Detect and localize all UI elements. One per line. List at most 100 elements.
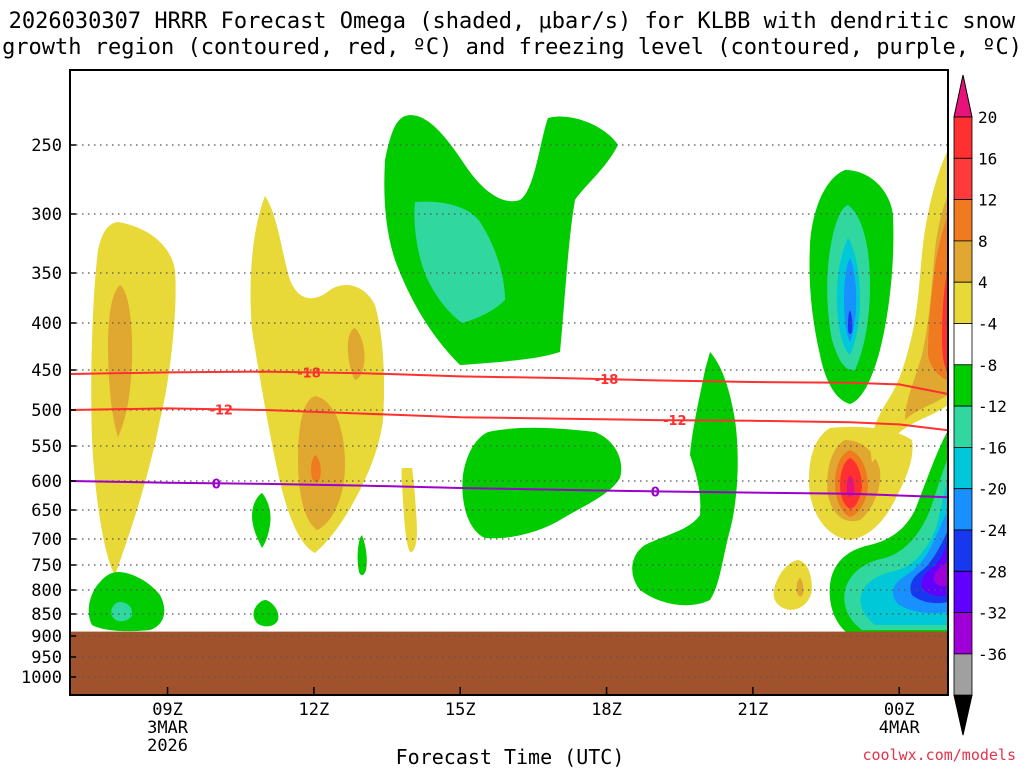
colorbar-level-0: 20 <box>978 108 997 127</box>
colorbar-level-10: -24 <box>978 521 1007 540</box>
colorbar-swatch-11 <box>953 570 973 613</box>
grid-lines <box>70 144 948 678</box>
ground-surface <box>70 631 948 695</box>
y-tick-label-750: 750 <box>31 556 62 576</box>
x-tick-sublabel-5: 4MAR <box>879 718 921 738</box>
colorbar-swatch-12 <box>953 612 973 655</box>
omega-blob-yellow-m <box>773 560 812 610</box>
colorbar-swatch-4 <box>953 281 973 324</box>
y-tick-label-650: 650 <box>31 501 62 521</box>
colorbar-swatch-6 <box>953 364 973 407</box>
y-tick-label-300: 300 <box>31 205 62 225</box>
colorbar-swatch-2 <box>953 199 973 242</box>
y-tick-label-700: 700 <box>31 530 62 550</box>
x-tick-sublabel2-0: 2026 <box>147 736 188 756</box>
contour-label-freezing-level-0: 0 <box>212 477 221 492</box>
omega-blob-pink-h <box>846 475 855 497</box>
x-tick-label-5: 00Z <box>884 700 915 720</box>
y-tick-label-600: 600 <box>31 472 62 492</box>
colorbar-swatch-10 <box>953 529 973 572</box>
plot-frame <box>69 69 949 696</box>
contour-label-dgz-top-1: -18 <box>595 373 619 388</box>
colorbar-level-9: -20 <box>978 480 1007 499</box>
y-tick-label-450: 450 <box>31 361 62 381</box>
colorbar-swatch-9 <box>953 488 973 531</box>
y-tick-label-250: 250 <box>31 136 62 156</box>
contour-label-dgz-mid-0: -12 <box>209 403 233 418</box>
colorbar-level-2: 12 <box>978 191 997 210</box>
colorbar-swatch-7 <box>953 405 973 448</box>
x-tick-label-0: 09Z <box>152 700 183 720</box>
credit-text: coolwx.com/models <box>862 746 1016 764</box>
omega-blob-red-k <box>942 268 948 372</box>
ground-layer <box>70 631 948 695</box>
colorbar-level-5: -4 <box>978 315 997 334</box>
colorbar-swatch-8 <box>953 446 973 490</box>
x-tick-label-4: 21Z <box>738 700 769 720</box>
colorbar-level-12: -32 <box>978 604 1007 623</box>
contour-label-dgz-top-0: -18 <box>297 366 321 381</box>
omega-blob-green-f <box>632 352 738 606</box>
omega-blob-green-o <box>253 600 279 627</box>
y-axis: 2503003504004505005506006507007508008509… <box>21 136 76 688</box>
contour-freezing-level <box>69 480 949 499</box>
colorbar-level-8: -16 <box>978 438 1007 457</box>
colorbar-swatch-1 <box>953 157 973 201</box>
colorbar-top-arrow <box>953 74 973 118</box>
colorbar-swatch-5 <box>953 323 973 366</box>
y-tick-label-900: 900 <box>31 627 62 647</box>
omega-blob-yellow-a <box>91 222 176 575</box>
omega-blob-violet-i <box>933 560 948 587</box>
contour-label-dgz-mid-1: -12 <box>663 414 687 429</box>
y-tick-label-850: 850 <box>31 605 62 625</box>
y-tick-label-400: 400 <box>31 314 62 334</box>
omega-shading-layer <box>88 115 948 635</box>
omega-blob-orange-b <box>298 396 345 530</box>
y-tick-label-350: 350 <box>31 264 62 284</box>
x-tick-label-3: 18Z <box>591 700 622 720</box>
omega-blob-yellow-b <box>250 196 385 553</box>
colorbar-level-4: 4 <box>978 273 988 292</box>
colorbar-level-3: 8 <box>978 232 988 251</box>
x-axis-label: Forecast Time (UTC) <box>396 745 625 768</box>
contour-dgz-mid <box>69 407 949 432</box>
omega-blob-green-p <box>357 535 367 576</box>
x-tick-label-1: 12Z <box>299 700 330 720</box>
omega-blob-orange-a <box>108 285 133 437</box>
omega-blob-teal-j <box>111 602 133 622</box>
omega-blob-orange-b2 <box>347 328 365 380</box>
colorbar-swatch-3 <box>953 240 973 283</box>
colorbar-level-11: -28 <box>978 562 1007 581</box>
omega-blob-darkblue-g <box>848 310 853 335</box>
colorbar-swatch-0 <box>953 116 973 159</box>
colorbar-level-1: 16 <box>978 149 997 168</box>
colorbar-swatch-13 <box>953 653 973 696</box>
y-tick-label-800: 800 <box>31 581 62 601</box>
colorbar: 20 16 12 8 4 -4 -8 -12 -16 -20 -24 -28 -32 -36 <box>953 74 1007 736</box>
omega-blob-green-j <box>88 572 165 632</box>
omega-blob-yellow-c <box>401 468 417 553</box>
colorbar-level-7: -12 <box>978 397 1007 416</box>
colorbar-level-6: -8 <box>978 356 997 375</box>
y-tick-label-550: 550 <box>31 437 62 457</box>
chart-title-line-2: growth region (contoured, red, ºC) and f… <box>2 35 1022 60</box>
x-tick-sublabel-0: 3MAR <box>147 718 189 738</box>
y-tick-label-950: 950 <box>31 648 62 668</box>
contour-layer: -18 -18 -12 -12 0 0 <box>69 366 949 500</box>
y-tick-label-1000: 1000 <box>21 668 62 688</box>
colorbar-bottom-arrow <box>953 694 973 736</box>
colorbar-level-13: -36 <box>978 645 1007 664</box>
omega-blob-blue-g <box>844 258 857 342</box>
chart-title-line-1: 2026030307 HRRR Forecast Omega (shaded, … <box>9 9 1016 34</box>
omega-blob-green-e <box>462 427 622 539</box>
omega-blob-orange-m <box>796 578 804 597</box>
x-tick-label-2: 15Z <box>445 700 476 720</box>
y-tick-label-500: 500 <box>31 401 62 421</box>
omega-blob-green-n <box>252 493 271 548</box>
contour-label-freezing-level-1: 0 <box>651 485 660 500</box>
contour-dgz-top <box>69 370 949 395</box>
omega-blob-orange-b3 <box>311 455 321 483</box>
omega-blob-teal-d <box>414 201 505 323</box>
